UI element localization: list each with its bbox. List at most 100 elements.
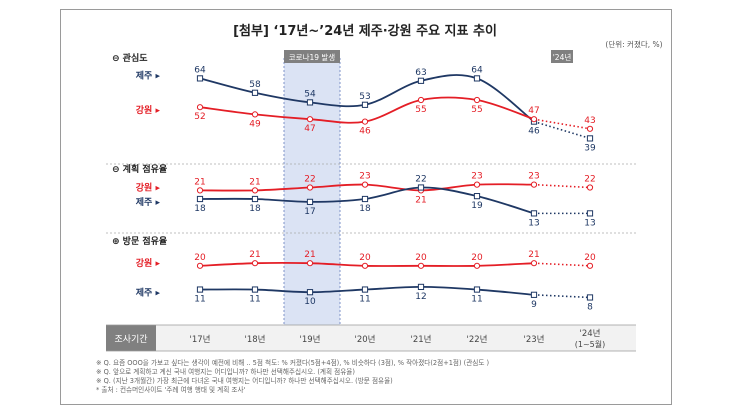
data-label: 9 bbox=[531, 300, 537, 310]
footnote-4: * 출처 : 컨슈머인사이트 '주례 여행 행태 및 계획 조사' bbox=[96, 385, 246, 394]
series-side-label: 제주 ▸ bbox=[136, 69, 161, 81]
data-label: 17 bbox=[304, 207, 315, 217]
data-label: 23 bbox=[359, 172, 370, 182]
data-label: 21 bbox=[304, 250, 315, 260]
data-point-marker bbox=[586, 210, 594, 217]
data-point-marker bbox=[361, 101, 369, 108]
data-point-marker bbox=[196, 195, 204, 203]
data-label: 18 bbox=[249, 204, 261, 214]
year-label: '19년 bbox=[300, 334, 321, 345]
data-label: 20 bbox=[415, 253, 427, 263]
data-label: 20 bbox=[359, 253, 371, 263]
unit-note: (단위: 커졌다, %) bbox=[605, 39, 662, 49]
data-point-marker bbox=[586, 184, 594, 191]
data-point-marker bbox=[196, 262, 204, 269]
data-point-marker bbox=[473, 193, 481, 200]
data-point-marker bbox=[251, 260, 259, 267]
panel-title: ⊖ 관심도 bbox=[112, 52, 148, 64]
data-point-marker bbox=[586, 125, 594, 132]
series-projection-jeju bbox=[533, 120, 591, 140]
data-point-marker bbox=[306, 289, 314, 296]
data-label: 8 bbox=[587, 302, 593, 312]
data-label: 46 bbox=[359, 127, 371, 137]
data-point-marker bbox=[530, 116, 538, 123]
chart-title: [첨부] ‘17년~’24년 제주·강원 주요 지표 추이 bbox=[233, 23, 497, 39]
data-label: 54 bbox=[304, 89, 316, 99]
data-point-marker bbox=[306, 99, 314, 106]
data-label: 47 bbox=[528, 106, 539, 116]
data-point-marker bbox=[473, 75, 481, 82]
data-point-marker bbox=[417, 96, 425, 104]
future-badge: '24년 bbox=[553, 52, 572, 62]
year-label: '20년 bbox=[355, 334, 376, 345]
data-label: 23 bbox=[528, 172, 539, 182]
data-label: 22 bbox=[304, 175, 315, 185]
data-label: 13 bbox=[528, 218, 539, 228]
data-label: 20 bbox=[584, 253, 596, 263]
data-point-marker bbox=[361, 262, 369, 269]
data-label: 20 bbox=[471, 253, 483, 263]
data-label: 58 bbox=[249, 80, 261, 90]
data-point-marker bbox=[473, 96, 481, 104]
data-label: 64 bbox=[194, 65, 206, 75]
data-point-marker bbox=[530, 181, 538, 188]
data-label: 53 bbox=[359, 92, 370, 102]
data-point-marker bbox=[251, 195, 259, 203]
data-point-marker bbox=[530, 291, 538, 298]
data-label: 21 bbox=[194, 177, 205, 187]
data-point-marker bbox=[251, 286, 259, 293]
data-label: 64 bbox=[471, 65, 483, 75]
data-label: 43 bbox=[584, 116, 595, 126]
year-label: '18년 bbox=[245, 334, 266, 345]
data-label: 47 bbox=[304, 124, 315, 134]
data-label: 21 bbox=[528, 250, 539, 260]
data-label: 49 bbox=[249, 119, 261, 129]
year-label: '21년 bbox=[411, 334, 432, 345]
survey-label: 조사기간 bbox=[114, 334, 147, 345]
data-label: 55 bbox=[471, 105, 482, 115]
data-point-marker bbox=[586, 294, 594, 301]
data-point-marker bbox=[196, 75, 204, 82]
data-point-marker bbox=[417, 77, 425, 84]
year-label: '24년 bbox=[580, 328, 601, 339]
data-point-marker bbox=[473, 181, 481, 188]
series-projection-gangwon bbox=[533, 118, 591, 130]
data-point-marker bbox=[417, 283, 425, 291]
data-label: 18 bbox=[194, 204, 206, 214]
data-point-marker bbox=[530, 210, 538, 217]
data-point-marker bbox=[306, 260, 314, 267]
data-label: 46 bbox=[528, 127, 540, 137]
survey-label-box bbox=[106, 325, 156, 351]
data-point-marker bbox=[196, 286, 204, 293]
data-label: 52 bbox=[194, 112, 205, 122]
future-badge-box bbox=[551, 50, 573, 63]
data-point-marker bbox=[473, 262, 481, 269]
data-point-marker bbox=[196, 104, 204, 111]
data-label: 12 bbox=[415, 292, 426, 302]
footnote-2: ※ Q. 앞으로 계획하고 계신 국내 여행지는 어디입니까? 하나만 선택해주… bbox=[96, 367, 355, 376]
data-point-marker bbox=[306, 198, 314, 205]
data-point-marker bbox=[417, 184, 425, 191]
covid-label: 코로나19 발생 bbox=[289, 52, 336, 62]
data-label: 21 bbox=[415, 195, 426, 205]
data-label: 20 bbox=[194, 253, 206, 263]
year-sub-label: (1~5월) bbox=[575, 339, 606, 349]
data-label: 11 bbox=[194, 295, 205, 305]
series-side-label: 강원 ▸ bbox=[136, 181, 161, 193]
data-point-marker bbox=[306, 184, 314, 191]
data-label: 21 bbox=[249, 250, 260, 260]
data-label: 10 bbox=[304, 297, 316, 307]
series-side-label: 제주 ▸ bbox=[136, 287, 161, 299]
data-label: 11 bbox=[249, 295, 260, 305]
data-point-marker bbox=[251, 89, 259, 96]
panel-title: ⊖ 계획 점유율 bbox=[112, 163, 167, 175]
footnote-3: ※ Q. (지난 3개월간) 가장 최근에 다녀온 국내 여행지는 어디입니까?… bbox=[96, 376, 393, 385]
data-label: 11 bbox=[359, 295, 370, 305]
data-label: 13 bbox=[584, 218, 595, 228]
covid-label-box bbox=[284, 50, 340, 63]
panel-title: ⊕ 방문 점유율 bbox=[112, 235, 167, 247]
data-label: 23 bbox=[471, 172, 482, 182]
series-side-label: 강원 ▸ bbox=[136, 104, 161, 116]
data-point-marker bbox=[361, 118, 369, 125]
